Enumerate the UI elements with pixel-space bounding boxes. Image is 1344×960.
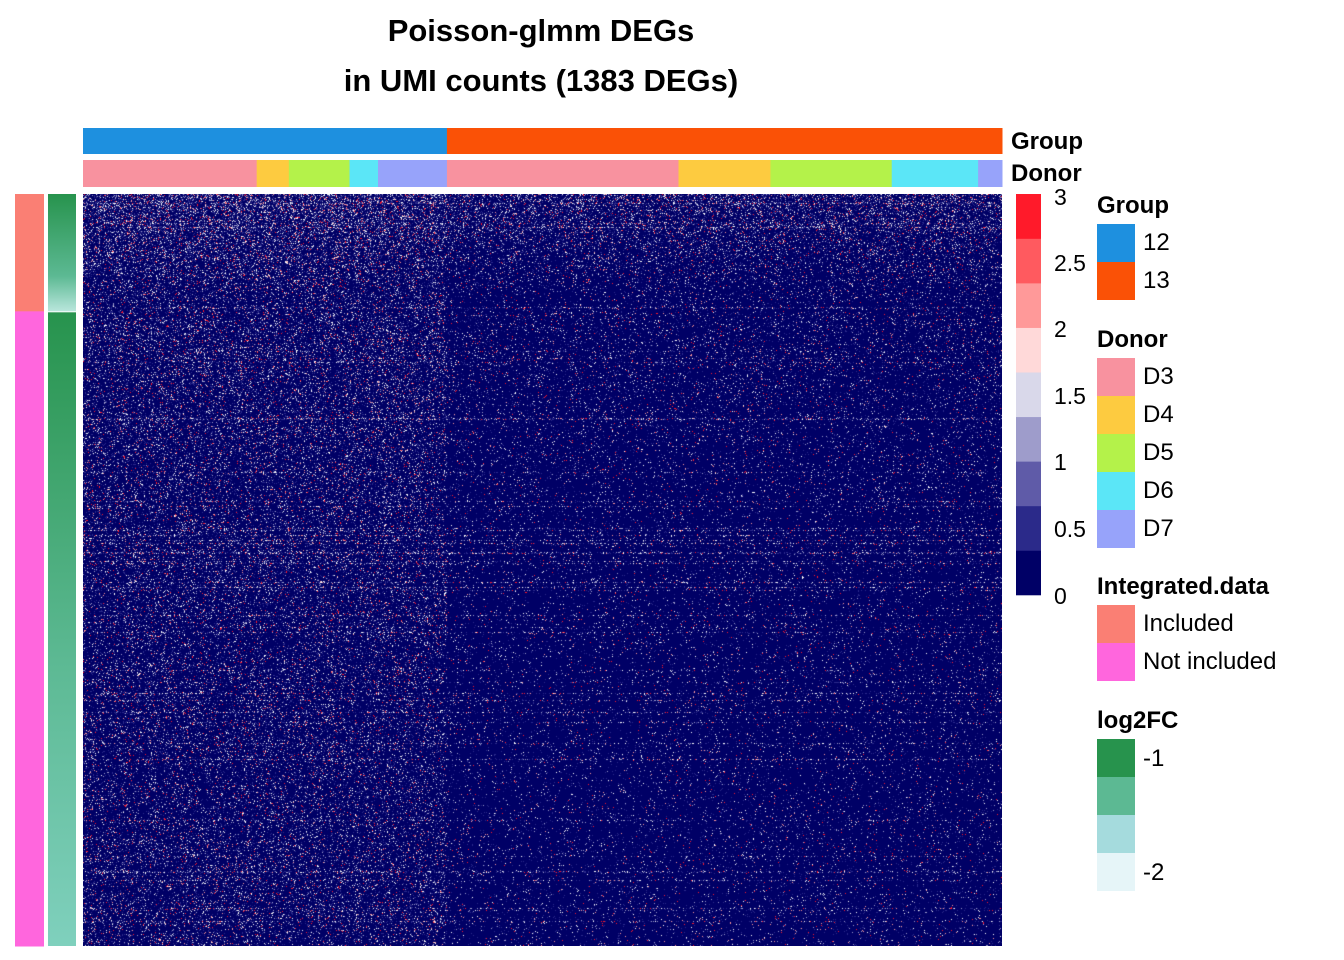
integrated-segment bbox=[15, 311, 44, 947]
group-swatch bbox=[1097, 262, 1135, 300]
donor-annotation-label: Donor bbox=[1011, 160, 1082, 187]
scale-cell bbox=[1016, 505, 1041, 551]
log2fc-swatch bbox=[1097, 815, 1135, 853]
donor-legend-title: Donor bbox=[1097, 326, 1168, 353]
integrated-data-row-annotation bbox=[15, 194, 44, 947]
log2fc-tick: -1 bbox=[1143, 745, 1165, 772]
donor-swatch bbox=[1097, 396, 1135, 434]
group-legend-title: Group bbox=[1097, 192, 1169, 219]
donor-segment bbox=[446, 160, 680, 187]
scale-tick: 0 bbox=[1054, 583, 1067, 609]
group-annotation-label: Group bbox=[1011, 128, 1083, 155]
scale-cell bbox=[1016, 327, 1041, 373]
log2fc-row-annotation bbox=[48, 194, 76, 946]
color-scale-bar bbox=[1016, 194, 1041, 596]
scale-tick: 3 bbox=[1054, 184, 1067, 210]
legend-swatches bbox=[1097, 224, 1135, 891]
donor-segment bbox=[377, 160, 448, 187]
integrated-swatch bbox=[1097, 643, 1135, 681]
legend-label: D7 bbox=[1143, 515, 1174, 542]
heatmap-canvas bbox=[83, 194, 1002, 946]
legend-label: D6 bbox=[1143, 477, 1174, 504]
scale-cell bbox=[1016, 238, 1041, 284]
donor-segment bbox=[288, 160, 351, 187]
donor-swatch bbox=[1097, 434, 1135, 472]
log2fc-swatch bbox=[1097, 777, 1135, 815]
integrated-swatch bbox=[1097, 605, 1135, 643]
chart-title: Poisson-glmm DEGs bbox=[387, 13, 695, 48]
log2fc-swatch bbox=[1097, 853, 1135, 891]
scale-cell bbox=[1016, 194, 1041, 239]
scale-tick: 2 bbox=[1054, 316, 1067, 342]
scale-cell bbox=[1016, 461, 1041, 507]
scale-cell bbox=[1016, 550, 1041, 596]
legend-label: D3 bbox=[1143, 363, 1174, 390]
donor-segment bbox=[978, 160, 1003, 187]
scale-tick: 2.5 bbox=[1054, 250, 1086, 276]
scale-tick: 0.5 bbox=[1054, 516, 1086, 542]
scale-cell bbox=[1016, 283, 1041, 328]
scale-cell bbox=[1016, 372, 1041, 418]
donor-segment bbox=[770, 160, 893, 187]
scale-cell bbox=[1016, 416, 1041, 462]
legend-label: 13 bbox=[1143, 267, 1170, 294]
log2fc-swatch bbox=[1097, 739, 1135, 777]
group-swatch bbox=[1097, 224, 1135, 262]
group-segment bbox=[83, 128, 448, 154]
integrated-legend-title: Integrated.data bbox=[1097, 573, 1270, 600]
log2fc-legend-title: log2FC bbox=[1097, 707, 1179, 734]
donor-swatch bbox=[1097, 472, 1135, 510]
legend-label: D5 bbox=[1143, 439, 1174, 466]
chart-subtitle: in UMI counts (1383 DEGs) bbox=[343, 63, 739, 98]
heatmap-body bbox=[83, 194, 1002, 946]
donor-swatch bbox=[1097, 510, 1135, 548]
legend-label: D4 bbox=[1143, 401, 1174, 428]
group-segment bbox=[446, 128, 1003, 154]
integrated-segment bbox=[15, 194, 44, 312]
legend-label: 12 bbox=[1143, 229, 1170, 256]
log2fc-gradient bbox=[48, 194, 76, 312]
donor-segment bbox=[256, 160, 290, 187]
donor-segment bbox=[891, 160, 979, 187]
donor-swatch bbox=[1097, 358, 1135, 396]
donor-segment bbox=[83, 160, 258, 187]
log2fc-gradient bbox=[48, 312, 76, 946]
legend-label: Included bbox=[1143, 610, 1234, 637]
donor-annotation-bar bbox=[83, 160, 1003, 187]
group-annotation-bar bbox=[83, 128, 1003, 154]
donor-segment bbox=[678, 160, 771, 187]
legend-label: Not included bbox=[1143, 648, 1277, 675]
scale-tick: 1 bbox=[1054, 449, 1067, 475]
scale-tick: 1.5 bbox=[1054, 383, 1086, 409]
donor-segment bbox=[349, 160, 379, 187]
heatmap-cells bbox=[83, 194, 1002, 946]
log2fc-tick: -2 bbox=[1143, 859, 1165, 886]
